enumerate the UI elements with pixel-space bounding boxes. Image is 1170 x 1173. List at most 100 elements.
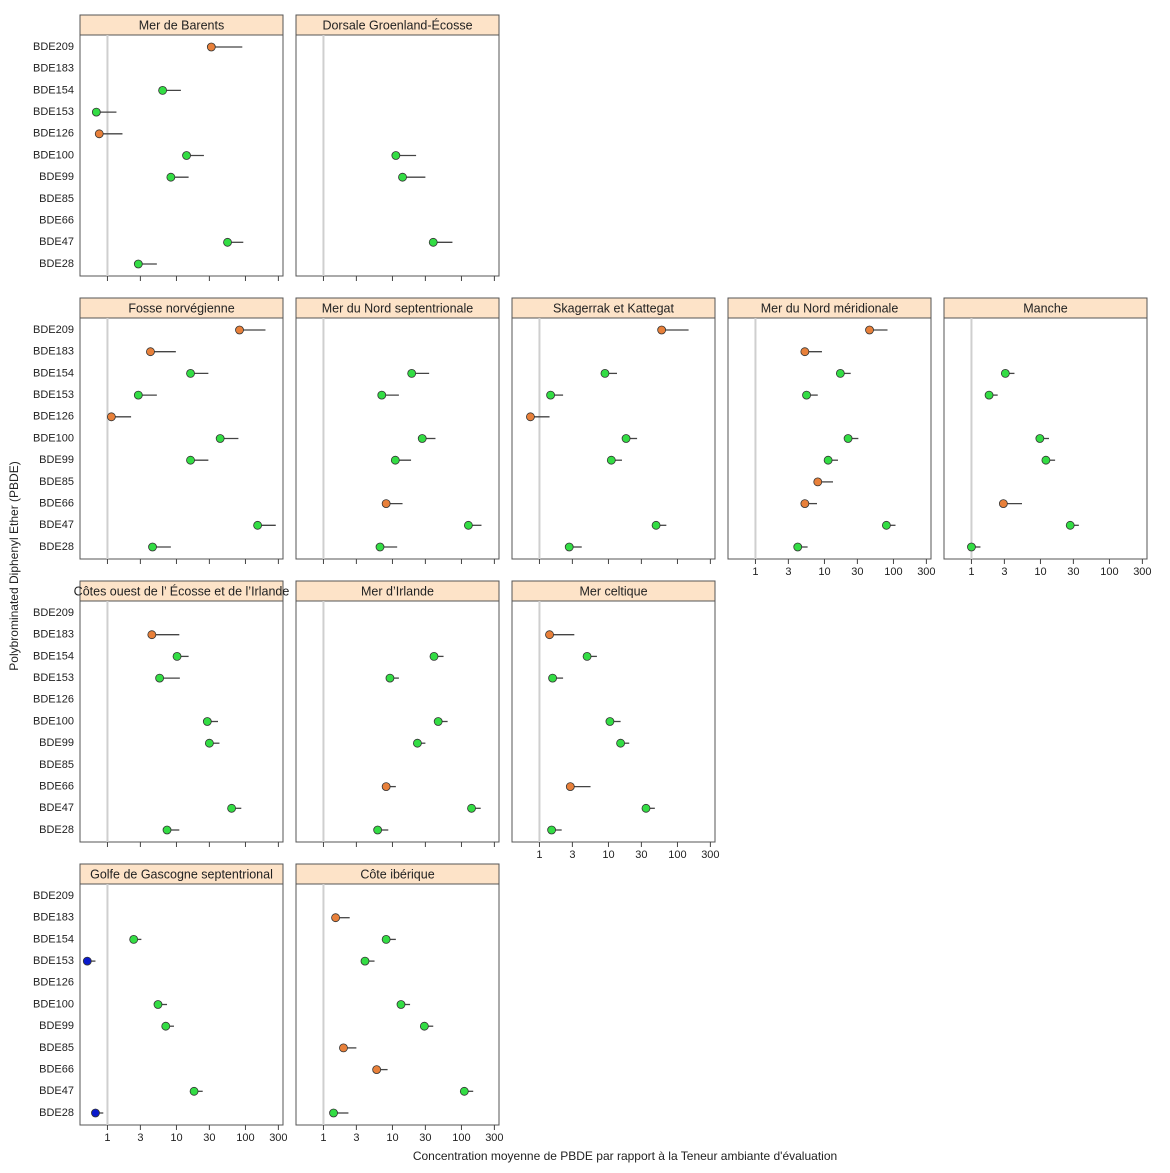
panel-title: Mer du Nord méridionale (761, 301, 899, 315)
dot (413, 738, 422, 748)
dot (433, 717, 443, 726)
dot (881, 520, 891, 530)
panel: Dorsale Groenland-Écosse (295, 14, 500, 281)
x-tick-label: 300 (485, 1132, 503, 1144)
x-tick-label: 30 (203, 1132, 215, 1144)
y-tick-label: BDE209 (33, 607, 74, 619)
y-tick-label: BDE209 (33, 324, 74, 336)
dot (600, 368, 610, 378)
panel-title: Côtes ouest de l’ Écosse et de l’Irlande (74, 583, 290, 598)
x-tick-label: 1 (968, 566, 974, 578)
dot (375, 542, 385, 552)
x-tick-label: 10 (386, 1132, 398, 1144)
dot (651, 520, 661, 530)
dot (339, 1043, 348, 1053)
dot (158, 86, 168, 95)
panel-frame (511, 317, 716, 560)
panel: Manche 1 3 10 30 100 300 (943, 297, 1152, 578)
dot (91, 107, 101, 117)
y-tick-label: BDE28 (39, 541, 74, 553)
dot (227, 803, 237, 813)
panel-frame (295, 34, 500, 277)
dot (390, 455, 400, 465)
dot (146, 347, 155, 357)
dot (206, 42, 216, 52)
y-tick-label: BDE100 (33, 432, 74, 444)
dot (967, 542, 976, 552)
dot (215, 434, 225, 443)
y-tick-label: BDE153 (33, 955, 74, 967)
dot (428, 237, 438, 247)
dot (91, 1108, 100, 1118)
dot (564, 542, 574, 552)
y-tick-label: BDE85 (39, 193, 74, 205)
panel: Skagerrak et Kattegat (511, 297, 716, 564)
dot (147, 630, 157, 640)
dot (329, 1108, 338, 1118)
dot (172, 652, 182, 661)
dot (823, 455, 833, 465)
dot (459, 1086, 469, 1096)
x-tick-label: 300 (269, 1132, 287, 1144)
dot (202, 717, 212, 726)
y-tick-label: BDE28 (39, 258, 74, 270)
panel: Golfe de Gascogne septentrional BDE209 BDE… (33, 863, 288, 1144)
y-tick-label: BDE66 (39, 498, 74, 510)
dot (82, 956, 92, 966)
x-tick-label: 100 (884, 566, 902, 578)
y-tick-label: BDE126 (33, 411, 74, 423)
x-tick-label: 10 (818, 566, 830, 578)
y-tick-label: BDE153 (33, 389, 74, 401)
y-tick-label: BDE66 (39, 215, 74, 227)
panel: Mer d’Irlande (295, 580, 500, 847)
panel-title: Côte ibérique (360, 867, 434, 881)
dot (1065, 520, 1075, 530)
dot (582, 652, 592, 661)
y-tick-label: BDE100 (33, 715, 74, 727)
panel: Mer du Nord septentrionale (295, 297, 500, 564)
dot (372, 1065, 382, 1074)
dot (186, 455, 195, 465)
panel-frame (295, 600, 500, 843)
x-tick-label: 3 (785, 566, 791, 578)
x-tick-label: 300 (917, 566, 935, 578)
dot (865, 325, 874, 335)
dot (843, 434, 853, 443)
x-tick-label: 1 (104, 1132, 110, 1144)
panel-frame (79, 317, 284, 560)
dot (381, 782, 391, 791)
dot (129, 935, 139, 944)
x-tick-label: 10 (602, 849, 614, 861)
y-tick-label: BDE126 (33, 128, 74, 140)
dot (133, 259, 143, 269)
dot (802, 390, 811, 400)
panel-frame (79, 600, 284, 843)
dot (546, 390, 555, 400)
y-tick-label: BDE183 (33, 629, 74, 641)
panel: Fosse norvégienne BDE209 BDE183 BDE154 BDE15… (33, 297, 284, 564)
panel-frame (79, 34, 284, 277)
dot (155, 673, 165, 683)
dot (621, 434, 631, 443)
dot (419, 1021, 429, 1031)
y-tick-label: BDE153 (33, 106, 74, 118)
dot (657, 325, 667, 335)
dot (381, 935, 391, 944)
dot (161, 1021, 171, 1031)
dot (189, 1086, 199, 1096)
dot (148, 542, 157, 552)
x-tick-label: 3 (137, 1132, 143, 1144)
x-tick-label: 3 (353, 1132, 359, 1144)
x-tick-label: 100 (1100, 566, 1118, 578)
y-tick-label: BDE99 (39, 1020, 74, 1032)
dot (162, 825, 172, 835)
dot (385, 673, 395, 683)
panel-title: Mer celtique (579, 584, 647, 598)
y-tick-label: BDE47 (39, 1085, 74, 1097)
dot (381, 499, 391, 509)
y-tick-label: BDE66 (39, 781, 74, 793)
dot (398, 172, 407, 182)
x-axis-title: Concentration moyenne de PBDE par rappor… (413, 1149, 837, 1163)
x-tick-label: 30 (1067, 566, 1079, 578)
